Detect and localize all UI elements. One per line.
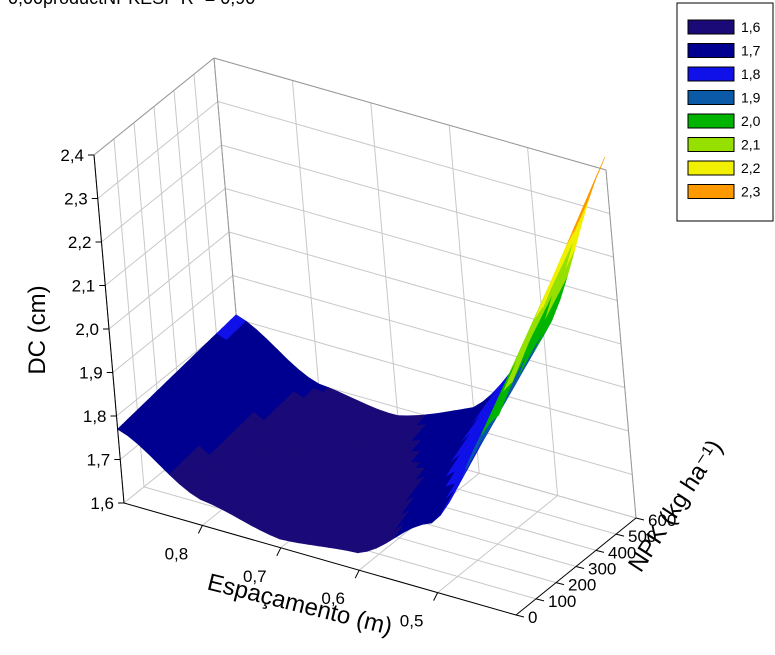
x-tick-label: 0,8 [165,544,189,563]
x-axis-title: Espaçamento (m) [205,569,395,641]
legend-swatch [687,137,735,152]
z-tick-label: 1,8 [83,407,107,426]
z-axis-line [93,154,125,504]
z-axis-ticks: 1,6 1,7 1,8 1,9 2,0 2,1 2,2 2,3 2,4 [60,146,125,513]
gridline-back-wall [236,318,629,432]
y-tick-label: 0 [528,608,537,627]
x-tick-label: 0,7 [243,567,267,586]
y-tick-mark [635,517,645,521]
legend-label: 2,1 [741,137,761,153]
legend-swatch [687,184,735,199]
legend-label: 1,8 [741,66,761,82]
x-tick-mark [354,569,360,579]
z-tick-label: 1,6 [90,494,114,513]
legend-swatch [687,90,735,105]
gridline-back-wall [370,102,402,451]
x-axis-line [123,502,517,616]
x-tick-mark [433,592,439,601]
x-tick-mark [276,547,282,557]
box-edge [605,169,637,519]
legend-swatch [687,66,735,82]
y-tick-label: 200 [568,576,596,595]
y-tick-label: 300 [588,560,616,579]
legend-label: 2,2 [741,160,761,176]
z-tick-label: 2,1 [72,277,96,296]
z-tick-label: 2,3 [64,190,88,209]
chart-legend: 1,6 1,7 1,8 1,9 2,0 2,1 2,2 2,3 [676,2,774,222]
legend-swatch [687,43,735,58]
y-axis-title: NPK (kg ha⁻¹) [623,435,728,577]
chart-header-text: 0,00productNPKESP R² = 0,90 [8,0,255,8]
z-axis-title: DC (cm) [24,285,51,374]
box-edge [93,57,215,156]
gridline-floor [437,495,558,593]
x-axis-ticks: 0,8 0,7 0,6 0,5 [123,502,517,631]
legend-label: 1,6 [741,19,761,35]
gridline-back-wall [291,80,323,429]
box-edge [213,57,607,171]
surface-plot [117,156,606,554]
surface-cell [489,403,504,423]
legend-swatch [687,19,735,35]
legend-label: 1,9 [741,90,761,106]
y-tick-label: 500 [628,527,656,546]
z-tick-label: 1,9 [79,364,103,383]
y-tick-mark [575,566,585,569]
y-tick-label: 600 [648,511,676,530]
gridline-back-wall [221,144,614,258]
z-tick-label: 2,0 [75,320,99,339]
z-tick-label: 2,4 [60,146,84,165]
legend-swatch [687,113,735,129]
gridline-back-wall [228,231,622,345]
legend-label: 2,0 [741,113,761,129]
gridline-back-wall [232,275,625,388]
x-tick-label: 0,6 [321,589,345,608]
legend-label: 2,3 [741,184,761,200]
y-tick-label: 100 [548,592,576,611]
y-tick-mark [615,533,625,537]
y-tick-mark [515,614,525,618]
y-tick-mark [555,582,565,586]
legend-label: 1,7 [741,43,761,59]
gridline-back-wall [217,101,610,214]
z-tick-label: 1,7 [87,451,111,470]
z-tick-label: 2,2 [68,233,92,252]
y-tick-label: 400 [608,543,636,562]
legend-swatch [687,160,735,176]
y-tick-mark [595,549,605,553]
x-tick-label: 0,5 [400,612,424,631]
y-tick-mark [535,598,545,602]
x-tick-mark [197,525,203,534]
